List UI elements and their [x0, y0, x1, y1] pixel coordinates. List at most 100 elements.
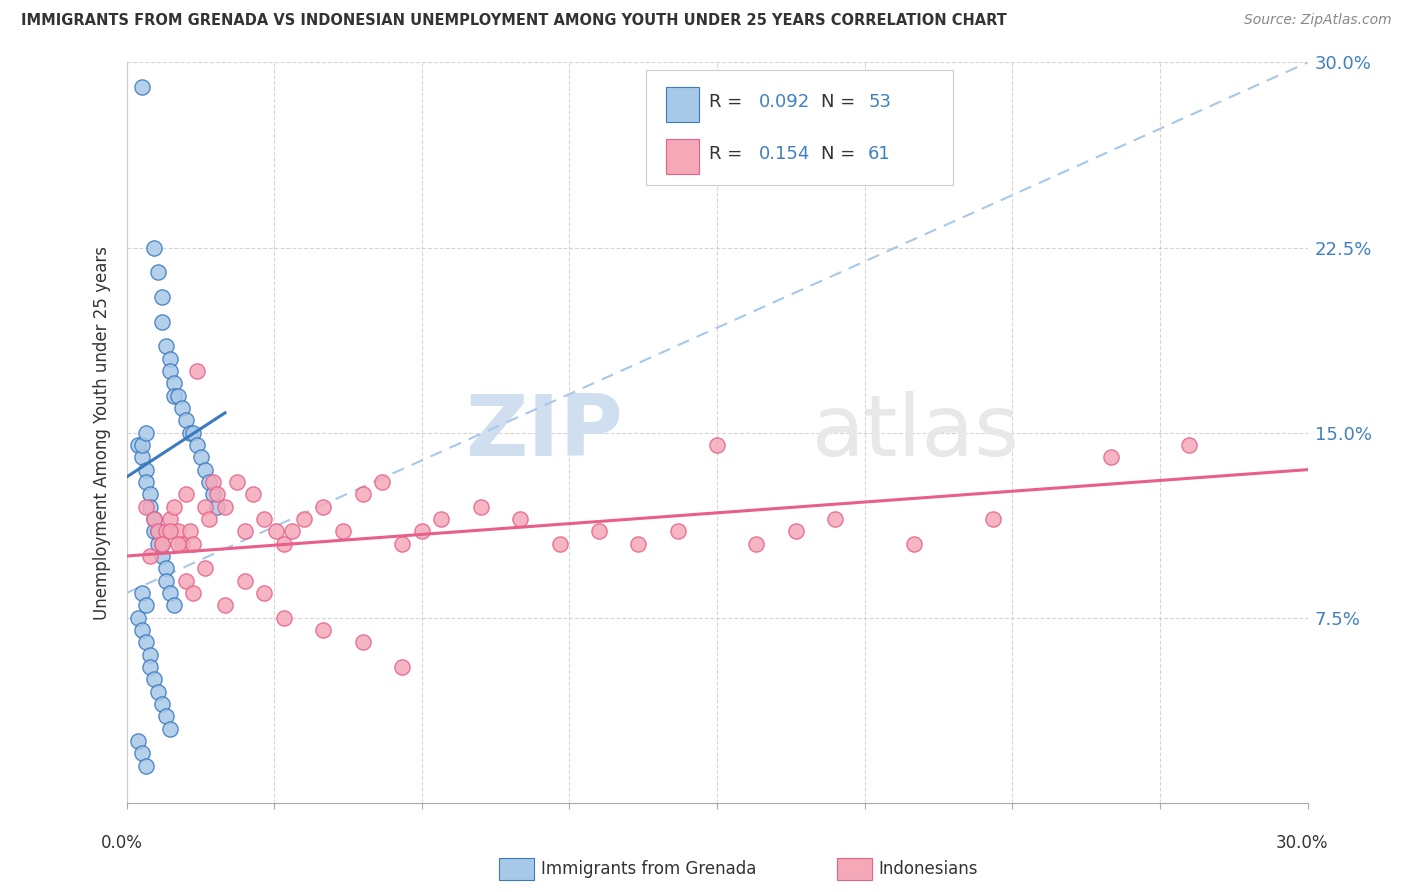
Text: R =: R =	[709, 145, 748, 162]
Point	[127, 734, 149, 748]
Point	[183, 536, 205, 550]
Point	[131, 623, 153, 637]
Point	[205, 500, 228, 514]
Point	[135, 599, 157, 613]
Point	[981, 512, 1004, 526]
FancyBboxPatch shape	[666, 87, 699, 122]
Point	[170, 401, 193, 415]
Point	[332, 524, 354, 539]
Point	[391, 660, 413, 674]
Point	[159, 524, 181, 539]
Point	[666, 524, 689, 539]
Text: 0.154: 0.154	[758, 145, 810, 162]
Point	[150, 549, 173, 563]
Point	[183, 586, 205, 600]
Point	[146, 265, 169, 279]
Point	[186, 438, 208, 452]
Point	[588, 524, 610, 539]
Point	[273, 536, 295, 550]
Point	[143, 512, 166, 526]
Point	[155, 709, 177, 723]
Text: atlas: atlas	[811, 391, 1019, 475]
Point	[627, 536, 650, 550]
Point	[150, 536, 173, 550]
Point	[352, 487, 374, 501]
Text: R =: R =	[709, 93, 748, 111]
Text: Source: ZipAtlas.com: Source: ZipAtlas.com	[1244, 13, 1392, 28]
Point	[292, 512, 315, 526]
Point	[194, 462, 217, 476]
Point	[509, 512, 531, 526]
Point	[163, 388, 186, 402]
Point	[170, 536, 193, 550]
Point	[214, 599, 236, 613]
Point	[903, 536, 925, 550]
Point	[166, 536, 188, 550]
Point	[745, 536, 768, 550]
Point	[143, 524, 166, 539]
Point	[174, 487, 197, 501]
Point	[135, 758, 157, 772]
Point	[281, 524, 304, 539]
Point	[706, 438, 728, 452]
Point	[179, 524, 201, 539]
Point	[430, 512, 453, 526]
Point	[183, 425, 205, 440]
Text: 53: 53	[869, 93, 891, 111]
Point	[186, 364, 208, 378]
Point	[139, 487, 162, 501]
Point	[143, 512, 166, 526]
Point	[155, 561, 177, 575]
Text: Immigrants from Grenada: Immigrants from Grenada	[541, 860, 756, 878]
Point	[352, 635, 374, 649]
Point	[131, 586, 153, 600]
Text: 0.092: 0.092	[758, 93, 810, 111]
Point	[155, 339, 177, 353]
Point	[135, 425, 157, 440]
Point	[131, 450, 153, 465]
Point	[253, 586, 276, 600]
Point	[174, 413, 197, 427]
Point	[411, 524, 433, 539]
Point	[127, 610, 149, 624]
Point	[198, 512, 221, 526]
Point	[225, 475, 247, 489]
Point	[264, 524, 287, 539]
Point	[135, 635, 157, 649]
FancyBboxPatch shape	[647, 70, 953, 185]
Point	[202, 475, 225, 489]
Point	[127, 438, 149, 452]
Point	[371, 475, 394, 489]
Point	[253, 512, 276, 526]
Point	[163, 599, 186, 613]
Point	[146, 524, 169, 539]
Point	[233, 574, 256, 588]
Point	[198, 475, 221, 489]
Point	[785, 524, 807, 539]
Point	[391, 536, 413, 550]
Y-axis label: Unemployment Among Youth under 25 years: Unemployment Among Youth under 25 years	[93, 245, 111, 620]
FancyBboxPatch shape	[666, 139, 699, 174]
Point	[135, 462, 157, 476]
Text: 61: 61	[869, 145, 891, 162]
Text: 0.0%: 0.0%	[101, 834, 143, 852]
Point	[143, 673, 166, 687]
Point	[824, 512, 846, 526]
Point	[150, 697, 173, 711]
Point	[131, 438, 153, 452]
Point	[143, 240, 166, 255]
Text: ZIP: ZIP	[465, 391, 623, 475]
Point	[1178, 438, 1201, 452]
Point	[155, 574, 177, 588]
Point	[166, 388, 188, 402]
Point	[194, 561, 217, 575]
Point	[150, 536, 173, 550]
Point	[139, 648, 162, 662]
Point	[139, 660, 162, 674]
Point	[242, 487, 264, 501]
Point	[146, 524, 169, 539]
Point	[548, 536, 571, 550]
Point	[470, 500, 492, 514]
Point	[131, 747, 153, 761]
Point	[174, 574, 197, 588]
